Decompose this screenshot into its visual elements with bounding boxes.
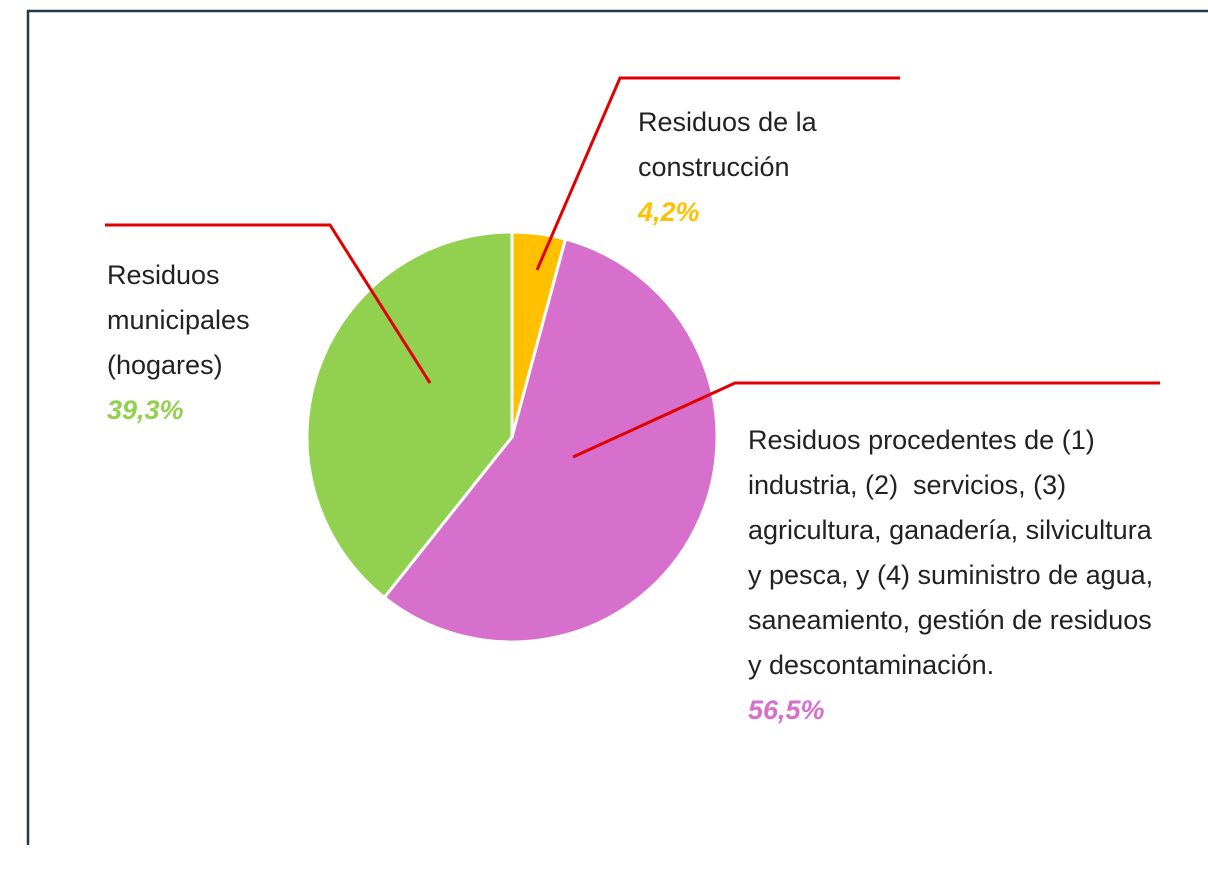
slice-label: Residuos municipales (hogares) 39,3% [107, 253, 307, 433]
value-label: 56,5% [748, 695, 825, 725]
leader-line [105, 223, 432, 384]
pie-slice [382, 237, 719, 644]
slice-label: Residuos procedentes de (1) industria, (… [748, 418, 1168, 733]
value-label: 4,2% [638, 197, 700, 227]
leader-line [535, 76, 900, 271]
category-label: Residuos procedentes de (1) industria, (… [748, 425, 1161, 680]
value-label: 39,3% [107, 395, 184, 425]
frame [26, 9, 1208, 845]
category-label: Residuos de la construcción [638, 107, 825, 182]
category-label: Residuos municipales (hogares) [107, 260, 258, 380]
leader-line [572, 381, 1160, 459]
slice-label: Residuos de la construcción 4,2% [638, 100, 898, 235]
pie-slice [305, 230, 514, 600]
